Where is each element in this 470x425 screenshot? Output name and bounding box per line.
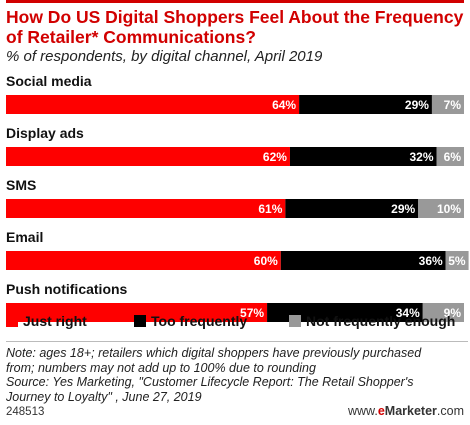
bar-segment	[6, 199, 286, 218]
data-label: 5%	[448, 254, 466, 268]
legend-swatch	[134, 315, 146, 327]
data-label: 10%	[437, 202, 461, 216]
brand-suffix: .com	[436, 404, 464, 418]
brand-prefix: www.	[347, 404, 378, 418]
data-label: 62%	[263, 150, 287, 164]
bar-segment	[6, 147, 290, 166]
data-label: 29%	[405, 98, 429, 112]
category-label: Display ads	[6, 125, 84, 141]
data-label: 29%	[391, 202, 415, 216]
category-label: Social media	[6, 73, 92, 89]
brand-e: e	[377, 404, 385, 418]
stacked-bar-chart: Social media 64% 29% 7% Display ads 62% 32% 6% S…	[6, 73, 469, 329]
note-line: from; numbers may not add up to 100% due…	[6, 360, 316, 375]
bar-segment	[299, 95, 432, 114]
legend-label: Not frequently enough	[306, 313, 455, 329]
chart-subtitle: % of respondents, by digital channel, Ap…	[6, 48, 323, 65]
emarketer-logo[interactable]: www.eMarketer.com	[348, 404, 464, 418]
legend-swatch	[6, 315, 18, 327]
category-label: Push notifications	[6, 281, 128, 297]
legend-label: Too frequently	[151, 313, 247, 329]
data-label: 61%	[258, 202, 282, 216]
brand-name: Marketer	[384, 404, 437, 418]
chart-notes: Note: ages 18+; retailers which digital …	[6, 341, 468, 404]
legend-swatch	[289, 315, 301, 327]
bar-segment	[285, 199, 419, 218]
note-line: Note: ages 18+; retailers which digital …	[6, 346, 422, 360]
source-line: Journey to Loyalty" , June 27, 2019	[6, 389, 202, 404]
data-label: 32%	[409, 150, 433, 164]
bar-segment	[436, 147, 464, 166]
bar-segment	[289, 147, 437, 166]
source-line: Source: Yes Marketing, "Customer Lifecyc…	[6, 375, 414, 389]
bar-segment	[280, 251, 446, 270]
bar-segment	[445, 251, 469, 270]
data-label: 7%	[444, 98, 462, 112]
category-label: SMS	[6, 177, 36, 193]
bar-segment	[6, 303, 268, 322]
top-rule	[6, 0, 464, 3]
chart-title: How Do US Digital Shoppers Feel About th…	[6, 7, 464, 47]
category-label: Email	[6, 229, 43, 245]
data-label: 57%	[240, 306, 264, 320]
data-label: 60%	[254, 254, 278, 268]
data-label: 64%	[272, 98, 296, 112]
bar-segment	[431, 95, 464, 114]
data-label: 6%	[444, 150, 462, 164]
data-label: 36%	[419, 254, 443, 268]
bar-segment	[6, 251, 281, 270]
bar-segment	[422, 303, 464, 322]
data-label: 34%	[396, 306, 420, 320]
legend-label: Just right	[23, 313, 87, 329]
chart-id: 248513	[6, 406, 45, 418]
footer: 248513 www.eMarketer.com	[6, 404, 464, 420]
data-label: 9%	[444, 306, 462, 320]
bar-segment	[267, 303, 423, 322]
bar-segment	[418, 199, 464, 218]
bar-segment	[6, 95, 300, 114]
